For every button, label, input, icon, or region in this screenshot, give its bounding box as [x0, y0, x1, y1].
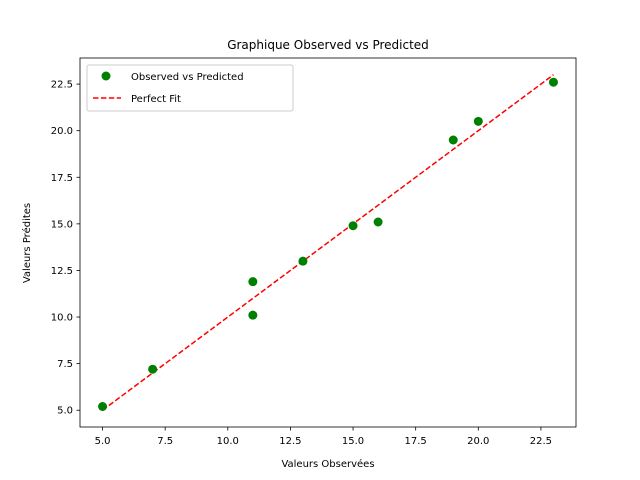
scatter-point-5 — [348, 221, 358, 231]
y-tick-label-4: 15.0 — [51, 219, 73, 230]
y-tick-label-2: 10.0 — [51, 313, 73, 324]
plot-area — [98, 74, 558, 411]
legend: Observed vs Predicted Perfect Fit — [86, 64, 294, 112]
perfect-fit-line — [102, 74, 554, 411]
x-tick-label-3: 12.5 — [279, 436, 301, 447]
scatter-point-9 — [548, 77, 558, 87]
scatter-point-4 — [298, 256, 308, 266]
scatter-point-6 — [373, 217, 383, 227]
scatter-point-2 — [248, 277, 258, 287]
y-axis-label: Valeurs Prédites — [21, 203, 33, 283]
legend-scatter-label: Observed vs Predicted — [131, 72, 244, 83]
y-axis-ticks: 5.0 7.5 10.0 12.5 15.0 17.5 20.0 22.5 — [51, 80, 80, 417]
x-tick-label-5: 17.5 — [405, 436, 427, 447]
y-tick-label-0: 5.0 — [57, 406, 73, 417]
y-tick-label-6: 20.0 — [51, 126, 73, 137]
x-tick-label-2: 10.0 — [217, 436, 239, 447]
x-tick-label-6: 20.0 — [467, 436, 489, 447]
scatter-points — [98, 77, 558, 411]
y-tick-label-5: 17.5 — [51, 173, 73, 184]
x-tick-label-4: 15.0 — [342, 436, 364, 447]
scatter-point-7 — [448, 135, 458, 145]
scatter-point-1 — [148, 364, 158, 374]
scatter-point-3 — [248, 310, 258, 320]
chart-title: Graphique Observed vs Predicted — [227, 38, 429, 52]
y-tick-label-3: 12.5 — [51, 266, 73, 277]
x-axis-ticks: 5.0 7.5 10.0 12.5 15.0 17.5 20.0 22.5 — [95, 427, 552, 447]
x-tick-label-0: 5.0 — [95, 436, 111, 447]
legend-scatter-marker — [101, 71, 111, 81]
x-tick-label-1: 7.5 — [157, 436, 173, 447]
legend-fit-label: Perfect Fit — [131, 94, 181, 105]
scatter-point-8 — [473, 116, 483, 126]
x-tick-label-7: 22.5 — [530, 436, 552, 447]
y-tick-label-1: 7.5 — [57, 359, 73, 370]
plot-frame — [79, 57, 577, 428]
scatter-point-0 — [98, 402, 108, 411]
legend-box — [86, 64, 294, 112]
y-tick-label-7: 22.5 — [51, 80, 73, 91]
x-axis-label: Valeurs Observées — [281, 458, 374, 470]
